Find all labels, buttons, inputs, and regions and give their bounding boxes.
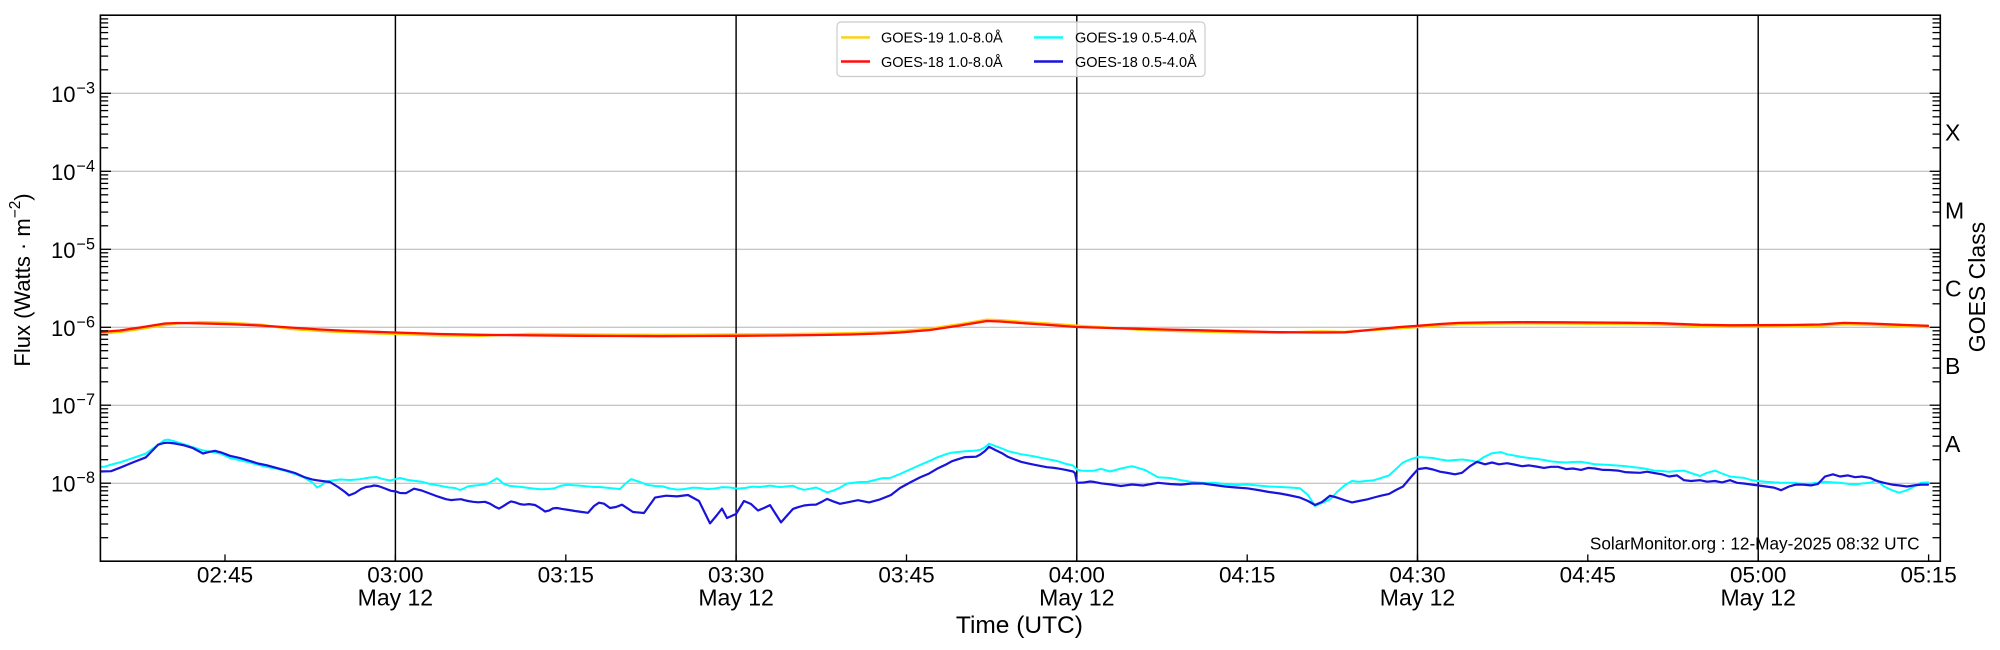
- svg-text:04:45: 04:45: [1560, 563, 1616, 588]
- svg-text:05:00: 05:00: [1730, 563, 1786, 588]
- svg-text:03:30: 03:30: [708, 563, 764, 588]
- svg-text:C: C: [1945, 275, 1962, 301]
- svg-text:A: A: [1945, 431, 1961, 457]
- svg-text:May 12: May 12: [1720, 585, 1795, 611]
- svg-text:02:45: 02:45: [197, 563, 253, 588]
- svg-text:03:15: 03:15: [538, 563, 594, 588]
- svg-text:03:00: 03:00: [367, 563, 423, 588]
- svg-text:X: X: [1945, 119, 1960, 145]
- svg-text:03:45: 03:45: [878, 563, 934, 588]
- svg-text:04:15: 04:15: [1219, 563, 1275, 588]
- svg-text:May 12: May 12: [358, 585, 433, 611]
- svg-text:GOES-19 1.0-8.0Å: GOES-19 1.0-8.0Å: [881, 30, 1003, 47]
- svg-text:May 12: May 12: [698, 585, 773, 611]
- svg-text:Time (UTC): Time (UTC): [956, 612, 1083, 639]
- svg-text:GOES-18 0.5-4.0Å: GOES-18 0.5-4.0Å: [1075, 54, 1197, 71]
- svg-text:10−4: 10−4: [51, 157, 95, 185]
- svg-text:Flux (Watts · m−2): Flux (Watts · m−2): [7, 193, 35, 366]
- svg-text:SolarMonitor.org : 12-May-2025: SolarMonitor.org : 12-May-2025 08:32 UTC: [1590, 534, 1920, 554]
- svg-text:05:15: 05:15: [1900, 563, 1956, 588]
- svg-text:May 12: May 12: [1380, 585, 1455, 611]
- svg-text:May 12: May 12: [1039, 585, 1114, 611]
- svg-text:10−7: 10−7: [51, 391, 95, 419]
- svg-text:GOES-18 1.0-8.0Å: GOES-18 1.0-8.0Å: [881, 54, 1003, 71]
- svg-text:M: M: [1945, 197, 1964, 223]
- svg-text:04:30: 04:30: [1389, 563, 1445, 588]
- svg-text:04:00: 04:00: [1049, 563, 1105, 588]
- svg-text:GOES Class: GOES Class: [1964, 222, 1990, 352]
- svg-text:B: B: [1945, 353, 1960, 379]
- svg-text:GOES-19 0.5-4.0Å: GOES-19 0.5-4.0Å: [1075, 30, 1197, 47]
